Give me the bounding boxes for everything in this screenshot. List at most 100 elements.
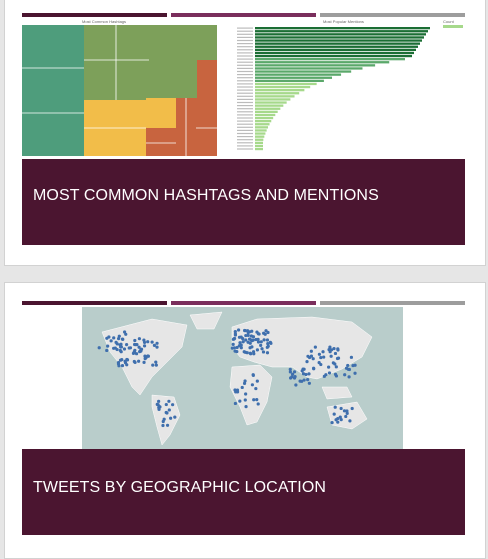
mention-label	[237, 49, 253, 51]
mention-label	[237, 148, 253, 150]
map-point	[345, 409, 349, 413]
mention-label	[237, 105, 253, 107]
map-point	[339, 418, 343, 422]
mention-bar	[255, 144, 263, 148]
map-point	[124, 332, 128, 336]
map-point	[259, 343, 263, 347]
map-point	[346, 363, 350, 368]
map-point	[119, 342, 123, 346]
map-point	[268, 340, 272, 344]
map-point	[309, 349, 313, 353]
mention-bar	[255, 98, 291, 101]
mention-bar	[255, 138, 264, 141]
map-point	[242, 381, 247, 385]
map-point	[329, 354, 333, 358]
mention-bar	[255, 36, 424, 39]
mention-label	[237, 55, 253, 57]
mention-label	[237, 86, 253, 88]
map-point	[345, 411, 349, 415]
mention-bar	[255, 126, 269, 129]
map-point	[254, 386, 258, 391]
map-point	[256, 402, 260, 406]
map-point	[336, 420, 340, 424]
map-point	[265, 338, 270, 342]
map-point	[238, 399, 242, 403]
map-point	[288, 376, 293, 380]
map-point	[254, 337, 258, 342]
map-point	[339, 406, 343, 411]
map-point	[154, 360, 158, 364]
map-point	[241, 337, 245, 341]
map-point	[347, 367, 352, 372]
mention-bar	[255, 61, 390, 64]
map-point	[232, 346, 237, 350]
map-point	[117, 334, 121, 338]
map-point	[313, 345, 317, 349]
treemap-image: Most Common Hashtags	[22, 18, 217, 158]
map-point	[123, 359, 127, 363]
mention-bar	[255, 48, 416, 51]
map-point	[233, 333, 238, 337]
map-point	[235, 345, 239, 350]
slide-title-banner: MOST COMMON HASHTAGS AND MENTIONS	[22, 159, 465, 245]
map-point	[311, 366, 316, 370]
mention-bar	[255, 123, 270, 126]
map-point	[336, 347, 340, 351]
map-point	[238, 341, 242, 345]
map-point	[244, 405, 248, 409]
map-point	[247, 337, 252, 341]
map-point	[142, 344, 147, 348]
map-point	[133, 338, 137, 343]
map-point	[139, 349, 143, 353]
map-point	[134, 343, 138, 347]
mention-label	[237, 74, 253, 76]
map-point	[292, 370, 297, 374]
map-point	[348, 419, 352, 423]
mentions-bar-chart-image: Most Popular Mentions Count	[233, 18, 465, 158]
map-point	[333, 372, 338, 377]
map-point	[157, 407, 161, 411]
map-point	[301, 372, 306, 376]
map-point	[261, 350, 266, 354]
slide-hashtags-mentions[interactable]: Most Common Hashtags	[4, 0, 486, 266]
mention-label	[237, 123, 253, 125]
mention-label	[237, 129, 253, 131]
mention-label	[237, 111, 253, 113]
map-point	[150, 340, 154, 344]
map-point	[333, 351, 338, 356]
mention-bar	[255, 39, 422, 42]
mention-label	[237, 27, 253, 29]
map-point	[343, 373, 347, 377]
map-point	[251, 335, 256, 339]
map-point	[167, 408, 171, 412]
map-point	[265, 351, 270, 355]
map-point	[333, 405, 337, 409]
map-point	[302, 378, 306, 382]
map-point	[263, 332, 267, 336]
mention-bar	[255, 58, 405, 61]
map-point	[106, 344, 110, 348]
map-point	[154, 363, 158, 367]
map-point	[142, 340, 147, 345]
map-point	[252, 398, 256, 402]
map-point	[349, 355, 354, 359]
map-point	[118, 358, 123, 362]
map-point	[336, 416, 340, 421]
mention-label	[237, 83, 253, 85]
mention-label	[237, 30, 253, 32]
slide-geographic-location[interactable]: TWEETS BY GEOGRAPHIC LOCATION	[4, 282, 486, 559]
map-point	[125, 363, 129, 367]
map-point	[306, 378, 310, 382]
map-point	[353, 371, 357, 375]
map-point	[350, 406, 354, 411]
mention-label	[237, 92, 253, 94]
map-point	[293, 374, 297, 379]
map-point	[109, 339, 113, 343]
map-point	[162, 417, 166, 421]
mention-label	[237, 52, 253, 54]
map-point	[116, 336, 121, 341]
mention-label	[237, 58, 253, 60]
map-point	[338, 415, 342, 419]
mention-label	[237, 46, 253, 48]
treemap-title: Most Common Hashtags	[82, 19, 126, 24]
